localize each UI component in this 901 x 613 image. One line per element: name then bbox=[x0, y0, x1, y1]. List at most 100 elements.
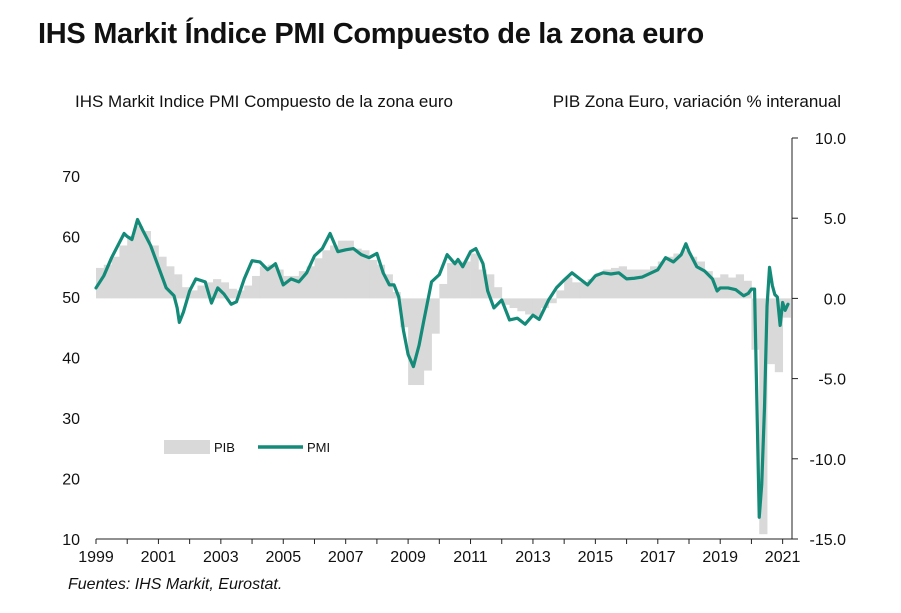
gdp-bar bbox=[353, 248, 362, 299]
gdp-bar bbox=[493, 287, 503, 299]
gdp-bar bbox=[228, 288, 237, 299]
gdp-bar bbox=[689, 256, 698, 299]
legend: PIB PMI bbox=[164, 440, 330, 455]
gdp-bar bbox=[197, 285, 206, 299]
gdp-bar bbox=[408, 298, 417, 386]
gdp-bar bbox=[135, 226, 144, 299]
gdp-bar bbox=[532, 298, 542, 317]
gdp-bar bbox=[423, 298, 432, 371]
gdp-bar bbox=[634, 269, 643, 299]
gdp-bar bbox=[454, 261, 464, 299]
gdp-bar bbox=[220, 282, 230, 299]
x-tick-label: 2001 bbox=[141, 549, 177, 566]
gdp-bar bbox=[259, 266, 269, 299]
gdp-bar bbox=[103, 264, 112, 299]
gdp-bar bbox=[174, 274, 183, 299]
gdp-bar bbox=[244, 285, 253, 299]
gdp-bar bbox=[275, 269, 284, 299]
gdp-bar bbox=[400, 298, 409, 328]
gdp-bar bbox=[571, 282, 581, 299]
gdp-bar bbox=[540, 298, 549, 309]
gdp-bar bbox=[618, 266, 627, 299]
gdp-bar bbox=[642, 269, 651, 299]
right-y-tick-label: -15.0 bbox=[810, 532, 847, 549]
x-tick-label: 2005 bbox=[266, 549, 302, 566]
chart-title: IHS Markit Índice PMI Compuesto de la zo… bbox=[38, 18, 704, 50]
left-y-tick-label: 60 bbox=[62, 230, 80, 247]
x-tick-label: 2015 bbox=[578, 549, 614, 566]
gdp-bar bbox=[462, 261, 471, 299]
gdp-bar bbox=[579, 282, 588, 299]
tick-labels: 1999 2001 2003 2005 2007 2009 2011 2013 2015 2017… bbox=[62, 131, 846, 566]
left-y-tick-label: 70 bbox=[62, 169, 80, 186]
gdp-bar bbox=[696, 261, 706, 299]
gdp-bar bbox=[119, 245, 128, 299]
gdp-bar bbox=[314, 258, 323, 299]
left-y-tick-label: 10 bbox=[62, 532, 80, 549]
gdp-bar bbox=[252, 275, 261, 299]
gdp-bars bbox=[96, 226, 791, 535]
right-axis-caption: PIB Zona Euro, variación % interanual bbox=[552, 92, 841, 111]
gdp-bar bbox=[610, 267, 620, 299]
x-tick-label: 2007 bbox=[328, 549, 364, 566]
gdp-bar bbox=[369, 259, 378, 299]
gdp-bar bbox=[603, 269, 612, 299]
gdp-bar bbox=[649, 266, 659, 299]
gdp-bar bbox=[587, 279, 596, 299]
gdp-bar bbox=[447, 263, 456, 299]
gdp-bar bbox=[345, 240, 354, 299]
gdp-bar bbox=[478, 269, 487, 299]
gdp-bar bbox=[501, 298, 510, 305]
gdp-bar bbox=[283, 275, 292, 299]
gdp-bar bbox=[657, 261, 666, 299]
gdp-bar bbox=[548, 298, 557, 304]
gdp-bar bbox=[291, 275, 300, 299]
right-y-tick-label: -5.0 bbox=[818, 372, 846, 389]
gdp-bar bbox=[774, 298, 784, 373]
gdp-bar bbox=[665, 256, 674, 299]
legend-swatch-pib bbox=[164, 440, 210, 454]
gdp-bar bbox=[556, 290, 565, 299]
gdp-bar bbox=[681, 250, 690, 299]
gdp-bar bbox=[439, 283, 448, 299]
gdp-bar bbox=[267, 264, 276, 299]
gdp-bar bbox=[111, 256, 120, 299]
gdp-bar bbox=[150, 245, 159, 299]
gdp-bar bbox=[743, 280, 752, 299]
gdp-bar bbox=[361, 250, 370, 299]
gdp-bar bbox=[330, 245, 339, 299]
legend-label-pmi: PMI bbox=[307, 440, 330, 455]
gdp-bar bbox=[376, 264, 386, 299]
gdp-bar bbox=[767, 298, 776, 365]
gdp-bar bbox=[306, 266, 315, 299]
x-tick-label: 2013 bbox=[515, 549, 551, 566]
x-tick-label: 2021 bbox=[765, 549, 801, 566]
gdp-bar bbox=[486, 274, 495, 299]
right-y-tick-label: 5.0 bbox=[824, 211, 846, 228]
left-y-tick-label: 30 bbox=[62, 411, 80, 428]
chart-axes bbox=[95, 137, 798, 544]
left-y-tick-label: 50 bbox=[62, 290, 80, 307]
gdp-bar bbox=[181, 287, 191, 299]
right-y-tick-label: 0.0 bbox=[824, 291, 846, 308]
gdp-bar bbox=[673, 253, 682, 299]
gdp-bar bbox=[735, 274, 745, 299]
x-tick-label: 2017 bbox=[640, 549, 676, 566]
gdp-bar bbox=[337, 240, 347, 299]
gdp-bar bbox=[564, 277, 573, 299]
source-note: Fuentes: IHS Markit, Eurostat. bbox=[68, 576, 283, 593]
gdp-bar bbox=[626, 269, 635, 299]
x-tick-label: 2019 bbox=[702, 549, 738, 566]
left-y-tick-label: 20 bbox=[62, 472, 80, 489]
gdp-bar bbox=[595, 272, 604, 299]
gdp-bar bbox=[127, 235, 136, 299]
gdp-bar bbox=[189, 290, 198, 299]
gdp-bar bbox=[142, 231, 152, 299]
gdp-bar bbox=[322, 250, 331, 299]
legend-label-pib: PIB bbox=[214, 440, 235, 455]
gdp-bar bbox=[166, 266, 175, 299]
right-y-tick-label: -10.0 bbox=[810, 452, 847, 469]
x-tick-label: 2003 bbox=[203, 549, 239, 566]
gdp-bar bbox=[525, 298, 534, 315]
gdp-bar bbox=[704, 271, 713, 299]
